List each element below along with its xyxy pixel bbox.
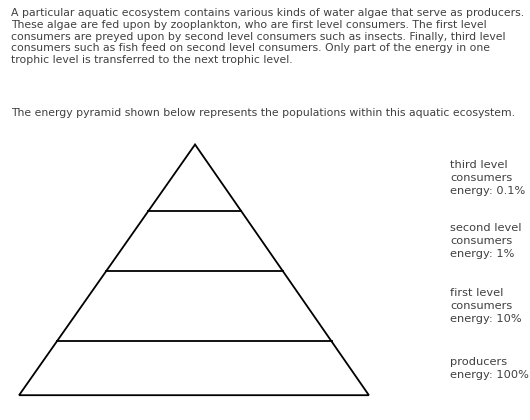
Text: A particular aquatic ecosystem contains various kinds of water algae that serve : A particular aquatic ecosystem contains … — [11, 8, 524, 65]
Text: first level
consumers
energy: 10%: first level consumers energy: 10% — [450, 289, 522, 324]
Text: second level
consumers
energy: 1%: second level consumers energy: 1% — [450, 223, 522, 259]
Text: The energy pyramid shown below represents the populations within this aquatic ec: The energy pyramid shown below represent… — [11, 108, 515, 118]
Polygon shape — [19, 144, 369, 395]
Text: third level
consumers
energy: 0.1%: third level consumers energy: 0.1% — [450, 160, 525, 196]
Text: producers
energy: 100%: producers energy: 100% — [450, 357, 529, 380]
